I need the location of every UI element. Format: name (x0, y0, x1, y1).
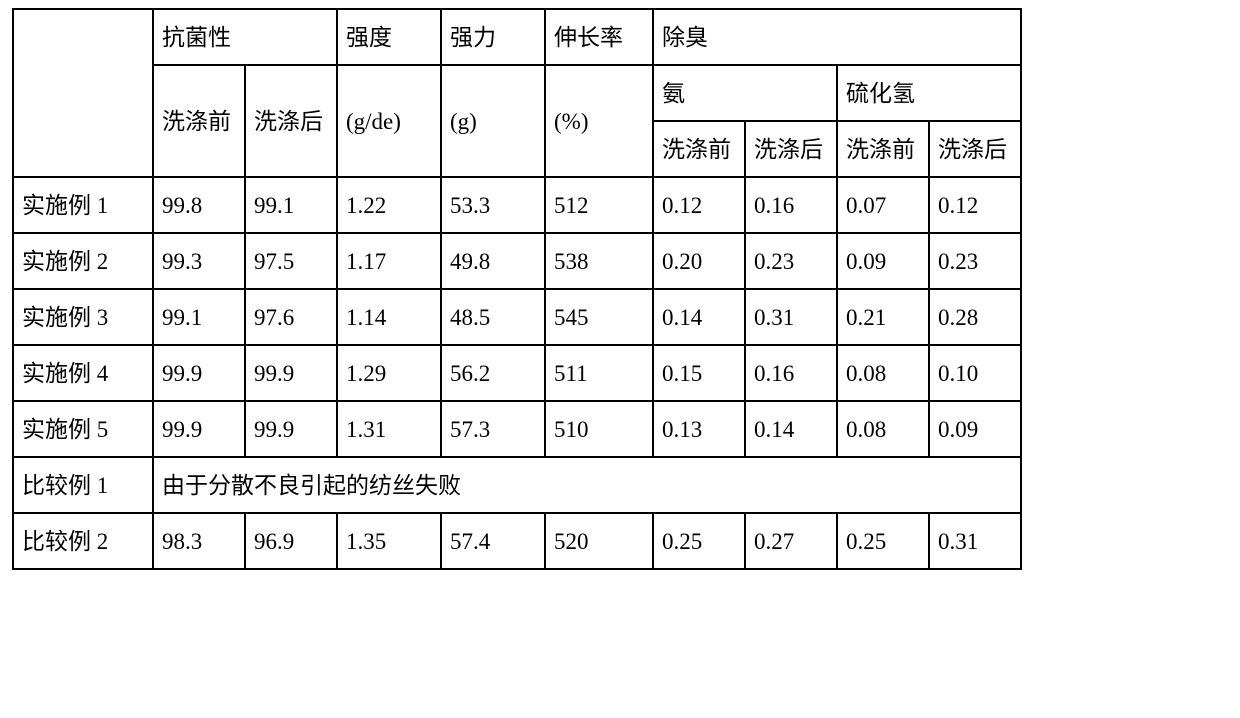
cell: 538 (545, 233, 653, 289)
cell: 0.15 (653, 345, 745, 401)
header-unit-g: (g) (441, 65, 545, 177)
row-label: 实施例 2 (13, 233, 153, 289)
cell: 520 (545, 513, 653, 569)
cell: 49.8 (441, 233, 545, 289)
header-h2s-before: 洗涤前 (837, 121, 929, 177)
header-anti-before: 洗涤前 (153, 65, 245, 177)
cell: 99.3 (153, 233, 245, 289)
cell: 1.17 (337, 233, 441, 289)
cell: 0.25 (837, 513, 929, 569)
cell: 1.14 (337, 289, 441, 345)
header-strength-g: 强力 (441, 9, 545, 65)
cell: 0.12 (929, 177, 1021, 233)
cell: 1.22 (337, 177, 441, 233)
cell: 1.35 (337, 513, 441, 569)
header-h2s: 硫化氢 (837, 65, 1021, 121)
cell: 99.1 (245, 177, 337, 233)
cell: 545 (545, 289, 653, 345)
header-unit-pct: (%) (545, 65, 653, 177)
row-label: 比较例 1 (13, 457, 153, 513)
cell: 1.29 (337, 345, 441, 401)
cell: 0.13 (653, 401, 745, 457)
table-row: 实施例 1 99.8 99.1 1.22 53.3 512 0.12 0.16 … (13, 177, 1021, 233)
cell: 0.16 (745, 177, 837, 233)
row-label: 比较例 2 (13, 513, 153, 569)
cell: 48.5 (441, 289, 545, 345)
cell: 99.9 (153, 401, 245, 457)
header-ammonia-before: 洗涤前 (653, 121, 745, 177)
cell: 0.12 (653, 177, 745, 233)
cell: 0.14 (745, 401, 837, 457)
table-row: 实施例 3 99.1 97.6 1.14 48.5 545 0.14 0.31 … (13, 289, 1021, 345)
cell: 96.9 (245, 513, 337, 569)
header-ammonia: 氨 (653, 65, 837, 121)
cell: 99.9 (245, 401, 337, 457)
table-row-fail: 比较例 1 由于分散不良引起的纺丝失败 (13, 457, 1021, 513)
cell: 0.08 (837, 401, 929, 457)
cell: 0.27 (745, 513, 837, 569)
cell: 97.5 (245, 233, 337, 289)
cell: 0.23 (745, 233, 837, 289)
table-row: 比较例 2 98.3 96.9 1.35 57.4 520 0.25 0.27 … (13, 513, 1021, 569)
cell: 0.21 (837, 289, 929, 345)
cell: 0.16 (745, 345, 837, 401)
cell: 56.2 (441, 345, 545, 401)
cell: 0.28 (929, 289, 1021, 345)
cell: 0.10 (929, 345, 1021, 401)
row-label: 实施例 5 (13, 401, 153, 457)
header-anti-after: 洗涤后 (245, 65, 337, 177)
cell: 99.9 (245, 345, 337, 401)
cell: 511 (545, 345, 653, 401)
header-antibacterial: 抗菌性 (153, 9, 337, 65)
row-label: 实施例 4 (13, 345, 153, 401)
cell: 0.07 (837, 177, 929, 233)
cell: 99.9 (153, 345, 245, 401)
cell: 1.31 (337, 401, 441, 457)
cell: 98.3 (153, 513, 245, 569)
header-rowlabel-blank (13, 9, 153, 177)
cell: 57.4 (441, 513, 545, 569)
cell: 512 (545, 177, 653, 233)
cell: 0.14 (653, 289, 745, 345)
cell: 0.25 (653, 513, 745, 569)
header-deodor: 除臭 (653, 9, 1021, 65)
cell: 0.09 (837, 233, 929, 289)
cell: 0.08 (837, 345, 929, 401)
row-label: 实施例 3 (13, 289, 153, 345)
cell: 510 (545, 401, 653, 457)
cell: 99.8 (153, 177, 245, 233)
table-row: 实施例 2 99.3 97.5 1.17 49.8 538 0.20 0.23 … (13, 233, 1021, 289)
row-label: 实施例 1 (13, 177, 153, 233)
cell: 99.1 (153, 289, 245, 345)
header-ammonia-after: 洗涤后 (745, 121, 837, 177)
header-strength-de: 强度 (337, 9, 441, 65)
header-elongation: 伸长率 (545, 9, 653, 65)
cell: 0.31 (929, 513, 1021, 569)
cell: 0.20 (653, 233, 745, 289)
cell: 0.09 (929, 401, 1021, 457)
table-row: 实施例 4 99.9 99.9 1.29 56.2 511 0.15 0.16 … (13, 345, 1021, 401)
cell: 53.3 (441, 177, 545, 233)
cell: 0.23 (929, 233, 1021, 289)
header-h2s-after: 洗涤后 (929, 121, 1021, 177)
fail-note: 由于分散不良引起的纺丝失败 (153, 457, 1021, 513)
cell: 57.3 (441, 401, 545, 457)
cell: 97.6 (245, 289, 337, 345)
cell: 0.31 (745, 289, 837, 345)
results-table: 抗菌性 强度 强力 伸长率 除臭 洗涤前 洗涤后 (g/de) (g) (%) … (12, 8, 1022, 570)
header-unit-gde: (g/de) (337, 65, 441, 177)
table-row: 实施例 5 99.9 99.9 1.31 57.3 510 0.13 0.14 … (13, 401, 1021, 457)
